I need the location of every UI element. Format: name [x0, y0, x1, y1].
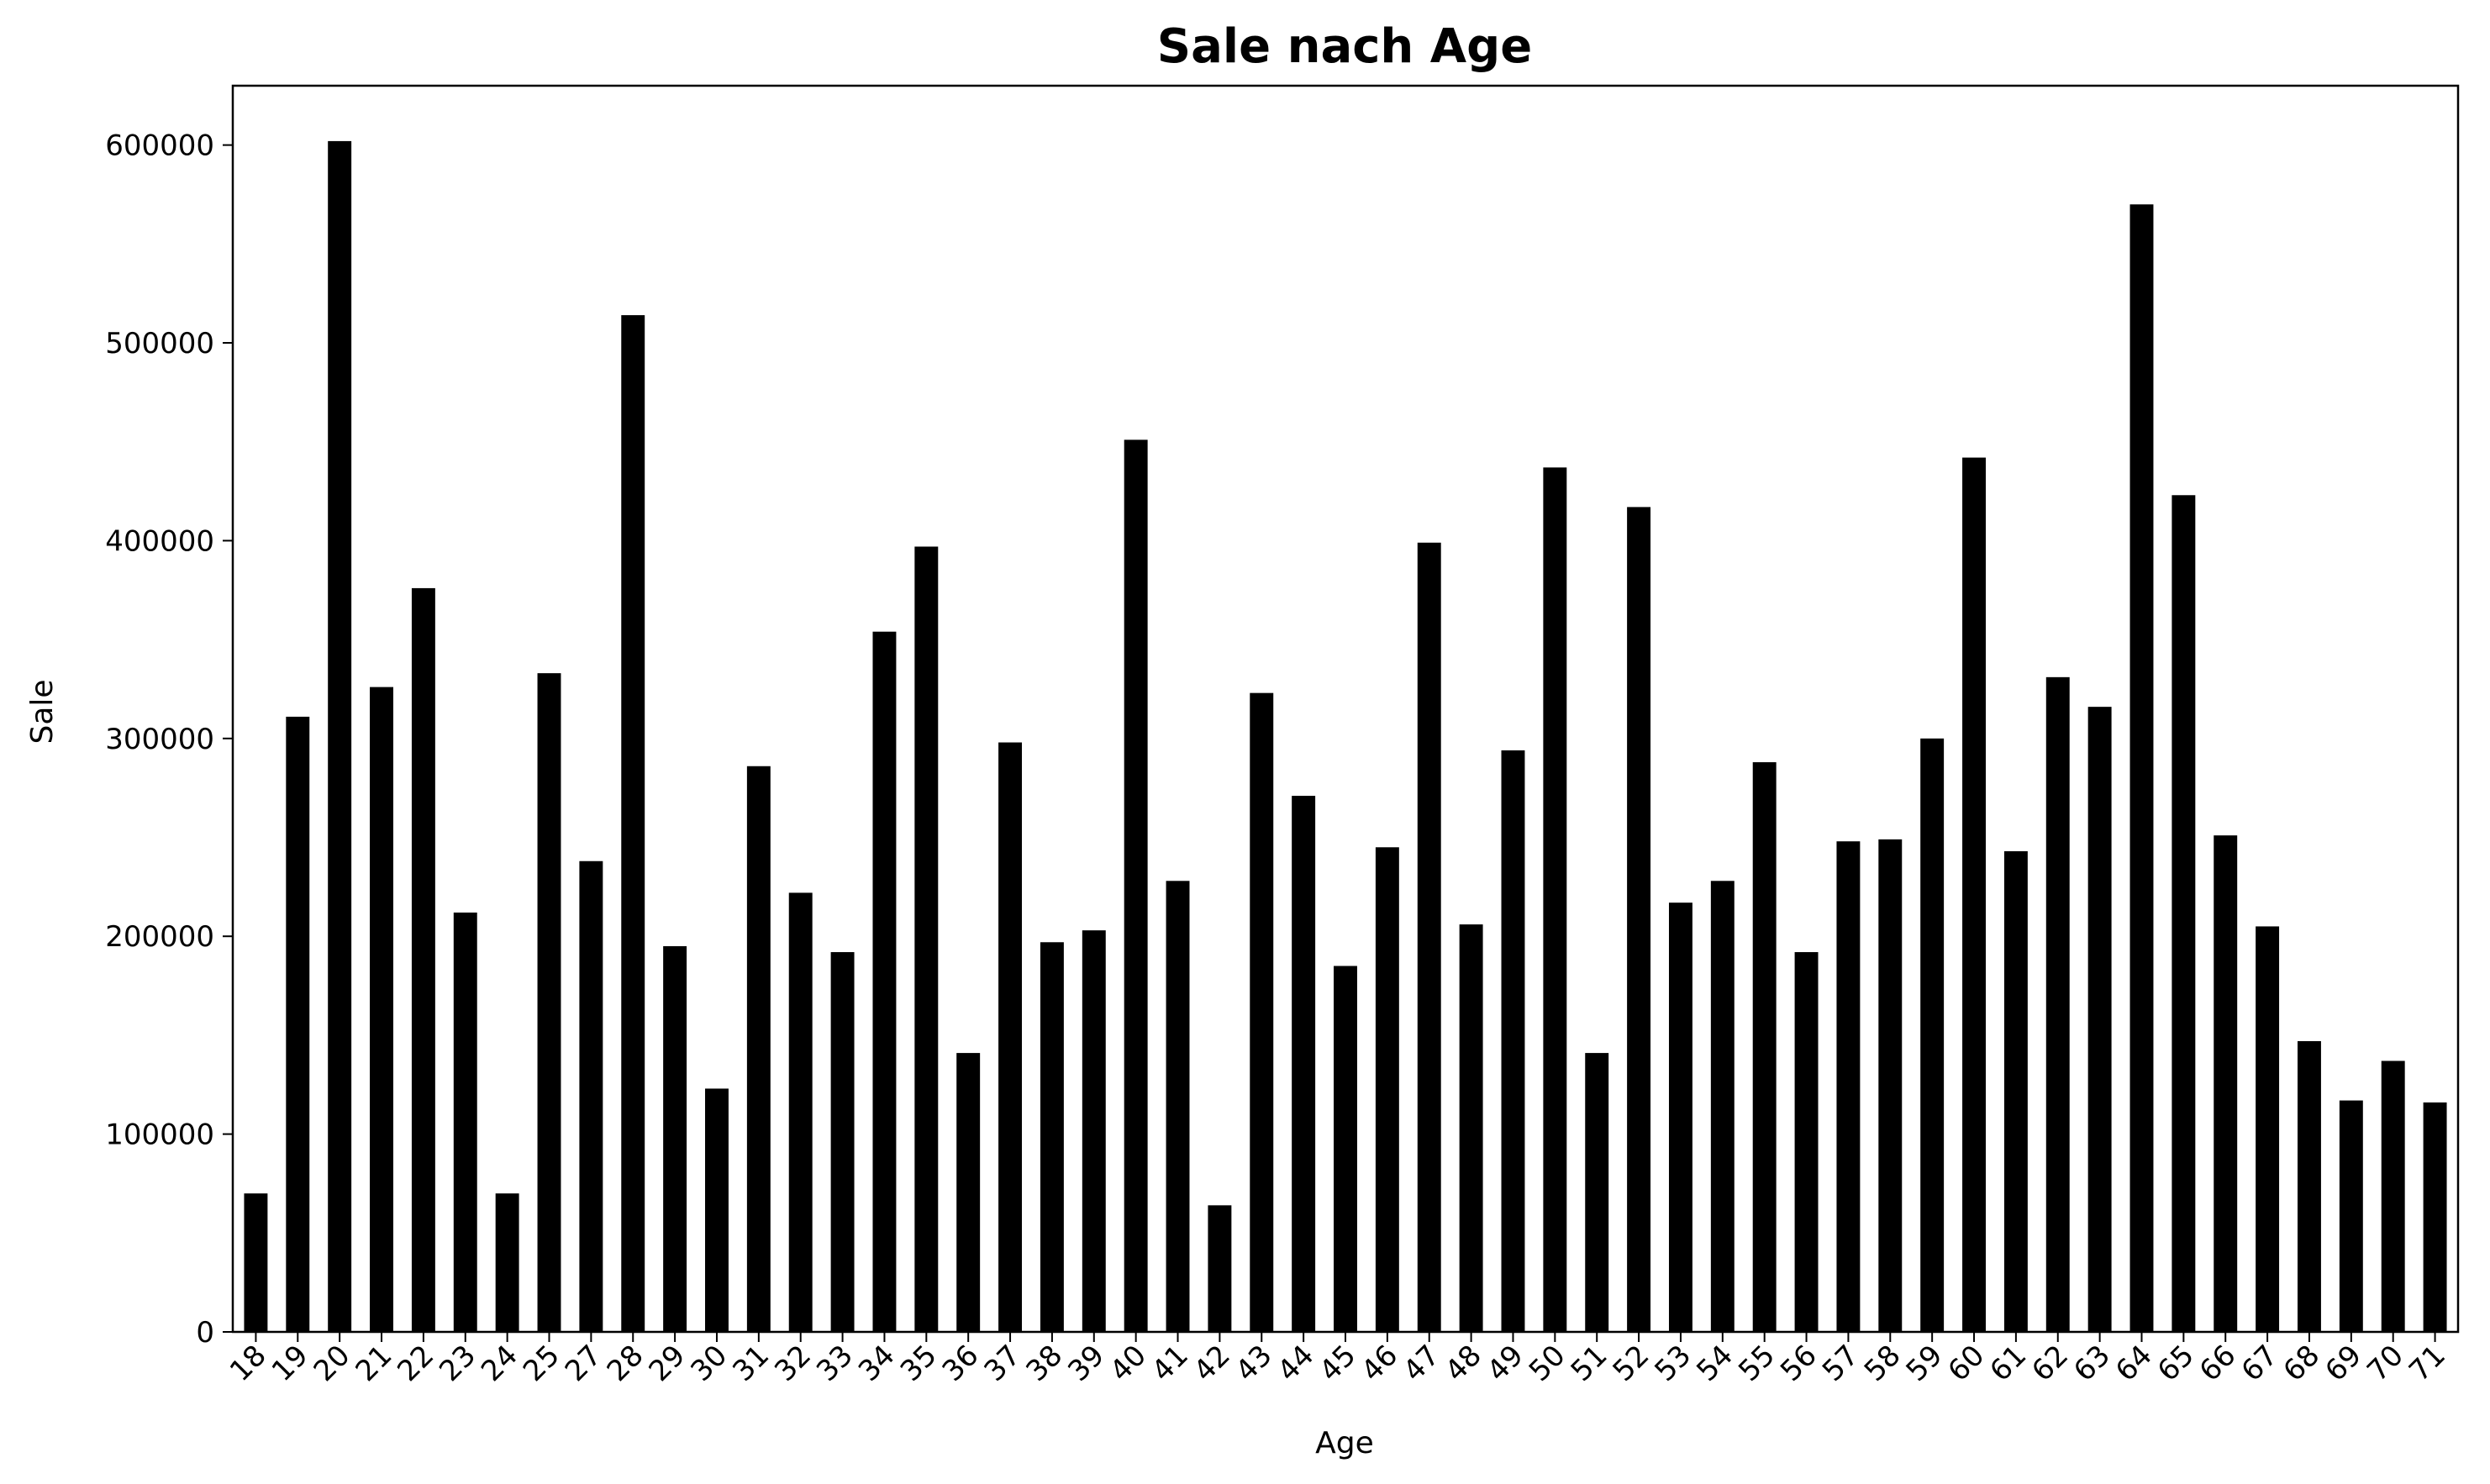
- y-tick-label: 100000: [105, 1118, 214, 1152]
- y-axis-ticks: 0 100000 200000 300000 400000 500000 600000: [105, 129, 233, 1350]
- bar-63: [2087, 707, 2112, 1332]
- y-tick-label: 300000: [105, 723, 214, 756]
- bar-71: [2423, 1102, 2447, 1332]
- bar-38: [1040, 942, 1064, 1332]
- y-tick-label: 500000: [105, 327, 214, 360]
- chart-title: Sale nach Age: [1157, 19, 1532, 74]
- bar-44: [1292, 796, 1316, 1332]
- bar-55: [1752, 762, 1777, 1332]
- bar-37: [998, 742, 1023, 1332]
- bars-group: [244, 140, 2447, 1333]
- bar-29: [663, 945, 687, 1332]
- y-tick-label: 400000: [105, 524, 214, 558]
- bar-48: [1459, 924, 1483, 1332]
- bar-47: [1417, 542, 1441, 1332]
- bar-57: [1836, 841, 1861, 1332]
- bar-28: [621, 315, 645, 1332]
- y-tick-label: 600000: [105, 129, 214, 163]
- bar-50: [1543, 467, 1567, 1332]
- y-axis-label: Sale: [25, 679, 60, 744]
- bar-60: [1962, 457, 1986, 1332]
- bar-19: [286, 716, 310, 1332]
- plot-frame: [231, 84, 2460, 1334]
- bar-54: [1710, 881, 1735, 1332]
- bar-32: [788, 892, 813, 1332]
- bar-52: [1627, 507, 1651, 1332]
- bar-41: [1166, 881, 1190, 1332]
- bar-30: [705, 1088, 729, 1332]
- x-tick-label: 71: [2403, 1339, 2452, 1388]
- x-axis-ticks: 1819202122232425272829303132333435363738…: [224, 1332, 2452, 1388]
- bar-58: [1878, 839, 1903, 1332]
- bar-39: [1082, 930, 1106, 1332]
- bar-46: [1375, 847, 1399, 1332]
- bar-36: [956, 1053, 981, 1332]
- bar-70: [2381, 1060, 2405, 1332]
- bar-43: [1250, 692, 1274, 1332]
- bar-23: [453, 912, 477, 1332]
- bar-35: [914, 546, 939, 1332]
- y-tick-label: 0: [196, 1316, 214, 1350]
- bar-51: [1585, 1053, 1609, 1332]
- bar-67: [2256, 926, 2280, 1332]
- bar-42: [1208, 1205, 1232, 1332]
- bar-33: [830, 952, 855, 1332]
- bar-65: [2172, 495, 2196, 1332]
- bar-20: [328, 140, 352, 1332]
- bar-61: [2003, 850, 2028, 1332]
- bar-40: [1124, 439, 1148, 1332]
- bar-27: [579, 860, 603, 1332]
- y-tick-label: 200000: [105, 920, 214, 954]
- bar-56: [1794, 952, 1819, 1332]
- bar-21: [370, 687, 393, 1332]
- bar-62: [2045, 676, 2070, 1332]
- bar-24: [495, 1193, 519, 1332]
- bar-53: [1668, 903, 1692, 1332]
- bar-68: [2298, 1040, 2321, 1332]
- bar-18: [244, 1193, 268, 1332]
- bar-59: [1920, 738, 1945, 1332]
- bar-31: [746, 766, 771, 1332]
- bar-66: [2214, 835, 2238, 1332]
- bar-64: [2129, 204, 2154, 1333]
- bar-69: [2339, 1100, 2363, 1332]
- bar-49: [1501, 750, 1525, 1332]
- bar-22: [411, 587, 435, 1332]
- x-axis-label: Age: [1315, 1426, 1374, 1460]
- bar-45: [1334, 966, 1357, 1332]
- bar-25: [537, 673, 561, 1332]
- bar-34: [872, 631, 897, 1332]
